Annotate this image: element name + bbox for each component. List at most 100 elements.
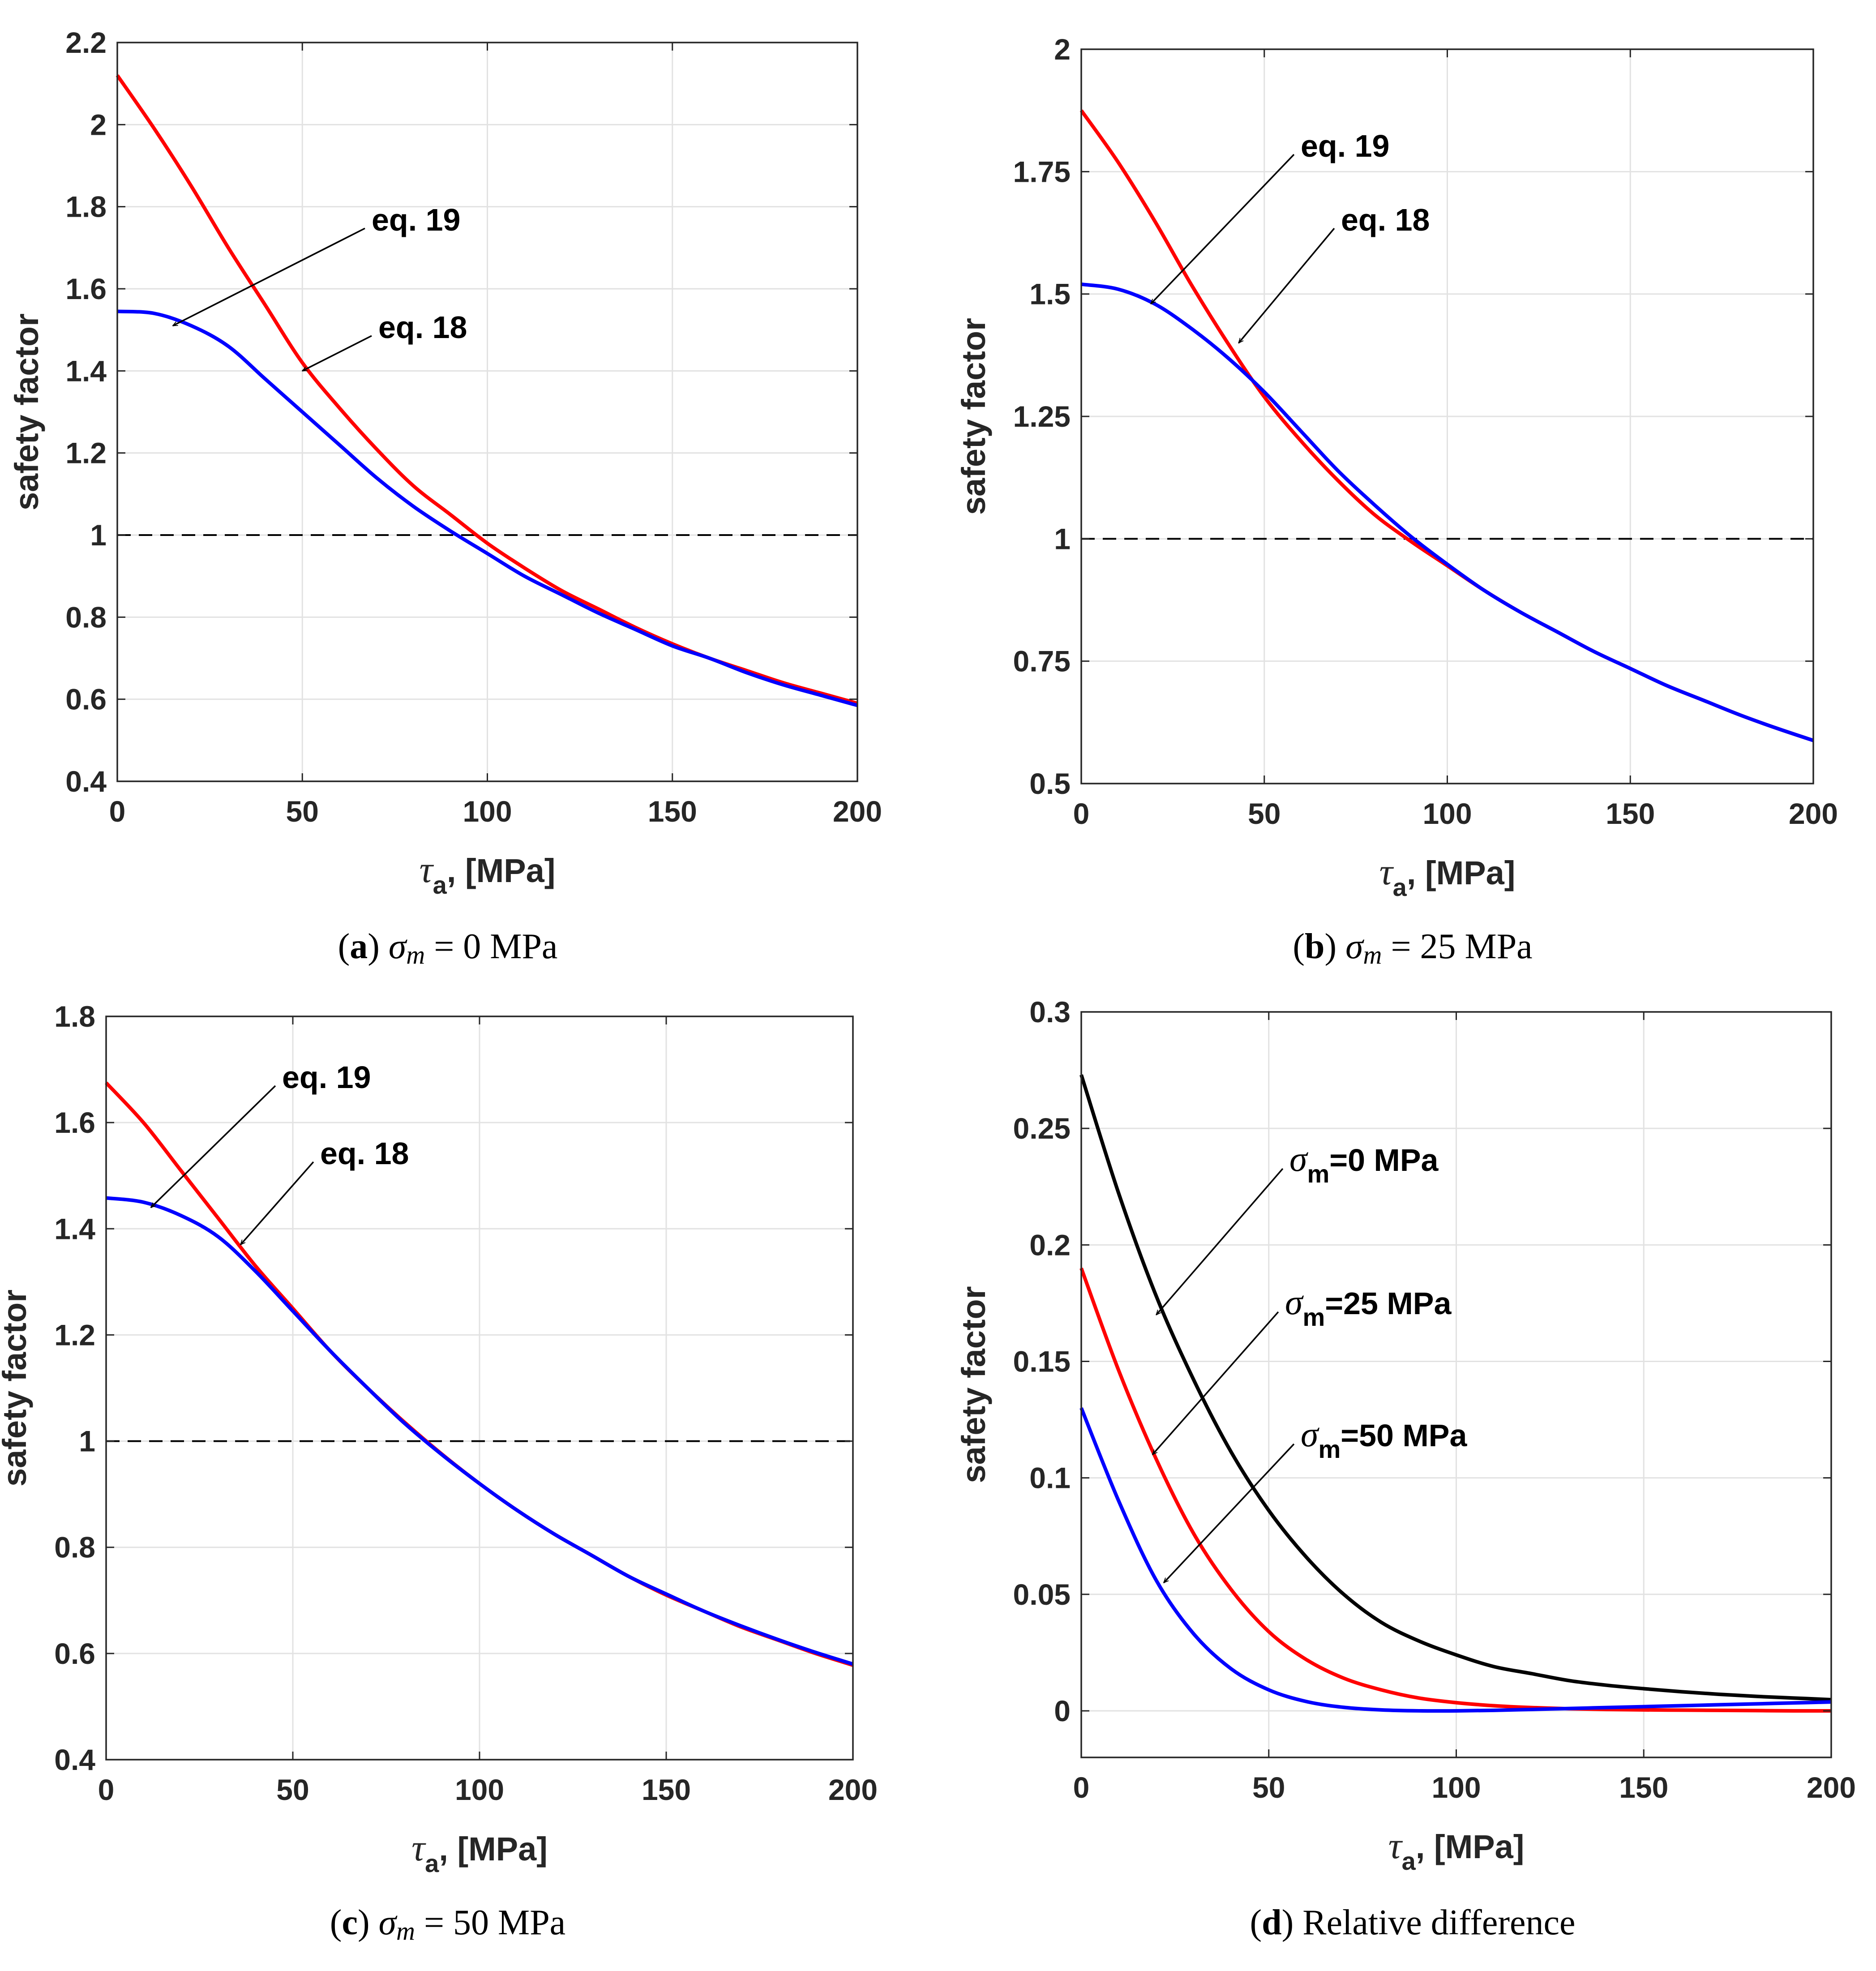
x-tick-label: 0: [1073, 1771, 1090, 1804]
y-tick-label: 2.2: [65, 26, 107, 59]
y-tick-label: 0.1: [1029, 1461, 1071, 1495]
x-tick-label: 100: [455, 1773, 504, 1806]
panel-caption: (d) Relative difference: [1250, 1903, 1575, 1942]
caption-close-paren: ): [1324, 927, 1345, 966]
x-tick-label: 0: [1073, 797, 1090, 830]
y-tick-label: 1.25: [1013, 400, 1071, 433]
y-tick-label: 1.4: [65, 354, 107, 387]
annotation-subscript: m: [1302, 1303, 1325, 1331]
y-tick-label: 0.6: [65, 683, 107, 716]
x-tick-label: 50: [1248, 797, 1281, 830]
x-axis-label-subscript: a: [1393, 873, 1407, 901]
caption-open-paren: (: [338, 927, 350, 966]
x-tick-label: 50: [276, 1773, 309, 1806]
y-axis-label: safety factor: [8, 313, 45, 510]
y-tick-label: 0.2: [1029, 1228, 1071, 1261]
caption-text: = 50 MPa: [415, 1903, 565, 1942]
annotation-label: eq. 19: [282, 1060, 371, 1095]
caption-subscript: m: [406, 940, 425, 969]
x-tick-label: 50: [1252, 1771, 1285, 1804]
y-tick-label: 0.4: [54, 1743, 95, 1776]
caption-text: = 0 MPa: [425, 927, 557, 966]
y-tick-label: 1.6: [65, 272, 107, 305]
series-line--m-50-mpa: [1079, 1407, 1832, 1713]
x-axis-label-symbol: τ: [1388, 1825, 1403, 1867]
x-axis-label-subscript: a: [1402, 1847, 1416, 1875]
x-tick-label: 100: [1431, 1771, 1481, 1804]
y-tick-label: 0.3: [1029, 995, 1071, 1028]
annotation-text: =50 MPa: [1341, 1418, 1467, 1453]
y-tick-label: 1: [1054, 522, 1071, 555]
annotation-text: =0 MPa: [1329, 1143, 1439, 1178]
panel-caption: (a) σm = 0 MPa: [338, 927, 558, 969]
y-tick-label: 0.8: [65, 600, 107, 634]
y-axis-label: safety factor: [955, 1286, 992, 1483]
y-tick-label: 0.15: [1013, 1345, 1071, 1378]
caption-subscript: m: [396, 1916, 415, 1945]
annotation-label: eq. 18: [1341, 202, 1430, 237]
y-tick-label: 1.5: [1029, 278, 1071, 311]
x-axis-label-symbol: τ: [420, 849, 434, 891]
caption-open-paren: (: [330, 1903, 342, 1942]
series-line-eq-19: [117, 309, 858, 707]
caption-close-paren: ): [1282, 1903, 1303, 1942]
annotation-arrow: [173, 227, 365, 327]
x-axis-label-text: , [MPa]: [439, 1830, 548, 1868]
x-tick-label: 200: [833, 795, 882, 828]
y-tick-label: 0.6: [54, 1637, 95, 1670]
annotation-label: eq. 18: [320, 1136, 409, 1171]
panel-c: 0 50 100 150 200 0.4 0.6 0.8 1 1.2 1.4 1.6 1.8 τa, [M…: [0, 1000, 878, 1945]
x-axis-label: τa, [MPa]: [1388, 1825, 1525, 1875]
series-line--m-25-mpa: [1079, 1267, 1832, 1713]
y-tick-label: 0.4: [65, 765, 107, 798]
y-tick-label: 1.8: [54, 1000, 95, 1033]
x-tick-label: 100: [463, 795, 512, 828]
caption-subscript: m: [1363, 940, 1382, 969]
annotation-arrow: [151, 1085, 276, 1208]
x-tick-label: 0: [109, 795, 126, 828]
y-tick-label: 0.5: [1029, 767, 1071, 800]
x-tick-label: 150: [648, 795, 697, 828]
annotation-label: σm=50 MPa: [1301, 1415, 1467, 1463]
series-line-eq-19: [106, 1196, 854, 1666]
y-tick-label: 1.2: [65, 437, 107, 470]
x-tick-label: 200: [828, 1773, 878, 1806]
annotation-subscript: m: [1307, 1160, 1329, 1188]
panel-b: 0 50 100 150 200 0.5 0.75 1 1.25 1.5 1.75 2 τa, [MPa…: [955, 33, 1838, 969]
caption-text: = 25 MPa: [1382, 927, 1532, 966]
annotation-text: =25 MPa: [1325, 1286, 1452, 1321]
annotation-arrow: [1156, 1168, 1284, 1315]
y-axis-label: safety factor: [955, 318, 992, 515]
annotation-symbol: σ: [1285, 1283, 1304, 1322]
x-axis-label: τa, [MPa]: [411, 1827, 548, 1877]
y-tick-label: 2: [90, 108, 107, 141]
annotation-label: eq. 19: [372, 202, 460, 237]
x-axis-label: τa, [MPa]: [420, 849, 556, 899]
x-axis-label-symbol: τ: [1379, 851, 1394, 893]
annotation-arrow: [1151, 154, 1295, 304]
caption-close-paren: ): [358, 1903, 379, 1942]
x-axis-label-text: , [MPa]: [447, 852, 556, 889]
caption-letter: b: [1305, 927, 1325, 966]
caption-close-paren: ): [368, 927, 389, 966]
annotation-symbol: σ: [1289, 1140, 1308, 1179]
annotation-label: eq. 19: [1301, 129, 1389, 163]
caption-symbol: σ: [1345, 927, 1364, 966]
y-axis-label: safety factor: [0, 1290, 33, 1487]
panel-caption: (c) σm = 50 MPa: [330, 1903, 565, 1945]
y-tick-label: 1: [90, 518, 107, 552]
x-axis-label-subscript: a: [433, 871, 447, 899]
annotation-subscript: m: [1318, 1435, 1341, 1463]
y-tick-label: 0.05: [1013, 1578, 1071, 1611]
panel-caption: (b) σm = 25 MPa: [1293, 927, 1532, 969]
x-tick-label: 150: [1606, 797, 1655, 830]
y-tick-label: 2: [1054, 33, 1071, 66]
panel-a: 0 50 100 150 2000.40.60.811.21.41.61.822.2τa…: [8, 26, 882, 969]
y-tick-label: 1: [79, 1425, 95, 1458]
caption-text: Relative difference: [1302, 1903, 1575, 1942]
x-axis-label-text: , [MPa]: [1416, 1828, 1525, 1865]
x-tick-label: 200: [1789, 797, 1838, 830]
annotation-arrow: [302, 335, 372, 372]
annotation-arrow: [1164, 1443, 1295, 1583]
